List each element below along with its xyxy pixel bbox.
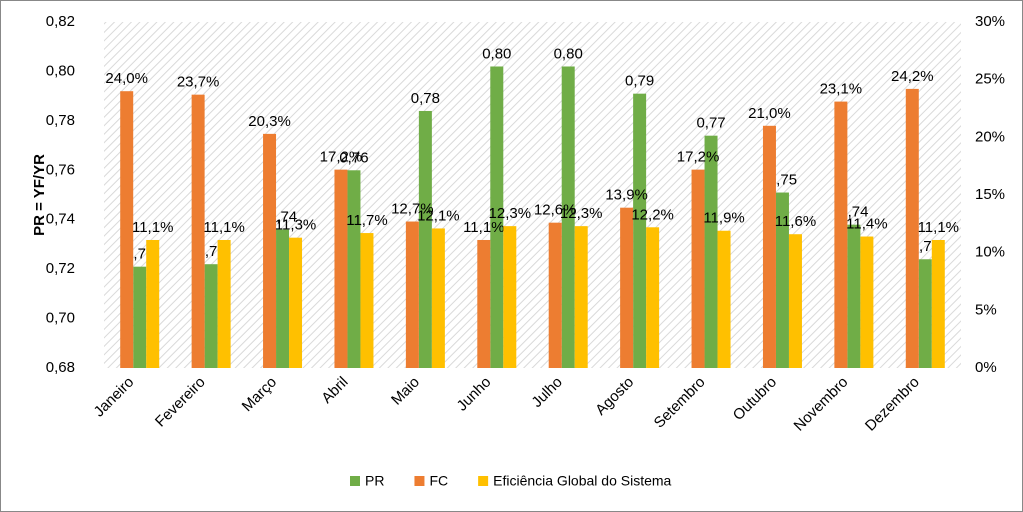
y-tick-label: 0,68 bbox=[46, 359, 75, 376]
data-label: 17,2% bbox=[320, 149, 363, 166]
data-label: 21,0% bbox=[748, 105, 791, 122]
y-tick-label: 0,74 bbox=[46, 211, 75, 228]
bar bbox=[847, 224, 861, 368]
y-tick-label: 0,80 bbox=[46, 62, 75, 79]
bar bbox=[418, 110, 432, 368]
data-label: 12,2% bbox=[631, 206, 674, 223]
bar bbox=[691, 169, 705, 368]
data-label: 11,1% bbox=[463, 219, 504, 236]
y2-tick-label: 25% bbox=[975, 71, 1005, 88]
data-label: 0,80 bbox=[482, 45, 511, 62]
bar bbox=[775, 192, 789, 368]
bar bbox=[633, 93, 647, 369]
data-label: 24,0% bbox=[105, 70, 148, 87]
data-label: 13,9% bbox=[605, 187, 648, 204]
bar bbox=[120, 91, 134, 368]
bar bbox=[548, 222, 562, 368]
y2-tick-label: 5% bbox=[975, 301, 997, 318]
y-tick-label: 0,72 bbox=[46, 260, 75, 277]
data-label: 17,2% bbox=[677, 149, 720, 166]
legend-swatch bbox=[478, 476, 489, 486]
y2-tick-label: 20% bbox=[975, 128, 1005, 145]
bar bbox=[191, 94, 205, 368]
bar bbox=[646, 227, 660, 368]
legend-label: FC bbox=[429, 473, 448, 489]
data-label: 11,1% bbox=[132, 219, 173, 236]
data-label: 12,1% bbox=[417, 207, 460, 224]
bar bbox=[788, 234, 802, 368]
data-label: 11,1% bbox=[203, 219, 244, 236]
data-label: 12,6% bbox=[534, 202, 577, 219]
bar bbox=[717, 230, 731, 368]
data-label: 24,2% bbox=[891, 68, 934, 85]
data-label: 0,78 bbox=[411, 90, 440, 107]
y2-tick-label: 30% bbox=[975, 13, 1005, 30]
bar bbox=[620, 207, 634, 368]
data-label: 11,7% bbox=[346, 212, 387, 229]
data-label: 20,3% bbox=[248, 113, 291, 130]
y2-tick-label: 0% bbox=[975, 359, 997, 376]
data-label: 11,4% bbox=[846, 215, 887, 232]
y-axis-title: PR = YF/YR bbox=[31, 154, 48, 236]
bar bbox=[204, 264, 218, 368]
data-label: 0,79 bbox=[625, 73, 654, 90]
bar bbox=[905, 88, 919, 368]
bar bbox=[334, 169, 348, 368]
bar bbox=[405, 221, 419, 368]
bar bbox=[477, 239, 491, 368]
data-label: 12,3% bbox=[560, 205, 603, 222]
bar bbox=[931, 239, 945, 368]
bar bbox=[133, 266, 147, 368]
legend-label: PR bbox=[365, 473, 384, 489]
data-label: 12,3% bbox=[489, 205, 532, 222]
bar bbox=[217, 239, 231, 368]
data-label: 0,76 bbox=[339, 149, 368, 166]
legend-swatch bbox=[414, 476, 425, 486]
bar bbox=[762, 125, 776, 368]
bar bbox=[490, 66, 504, 368]
data-label: 12,7% bbox=[391, 200, 434, 217]
data-label: 0,77 bbox=[696, 115, 725, 132]
bar bbox=[431, 228, 445, 368]
legend-swatch bbox=[350, 476, 360, 486]
y-tick-label: 0,70 bbox=[46, 310, 75, 327]
bar bbox=[503, 226, 517, 368]
plot-area bbox=[104, 22, 961, 368]
bar bbox=[574, 226, 588, 368]
bar bbox=[561, 66, 575, 368]
data-label: 11,1% bbox=[918, 219, 959, 236]
bar bbox=[347, 170, 361, 368]
y-tick-label: 0,82 bbox=[46, 13, 75, 30]
bar bbox=[834, 101, 848, 368]
data-label: 23,1% bbox=[820, 81, 863, 98]
bar bbox=[146, 239, 160, 368]
y-tick-label: 0,76 bbox=[46, 161, 75, 178]
y2-tick-label: 15% bbox=[975, 186, 1005, 203]
bar bbox=[860, 236, 874, 368]
bar bbox=[276, 229, 290, 368]
bar bbox=[263, 133, 277, 368]
data-label: 11,3% bbox=[275, 217, 316, 234]
data-label: 0,80 bbox=[554, 45, 583, 62]
data-label: 11,6% bbox=[775, 213, 816, 230]
data-label: 23,7% bbox=[177, 74, 220, 91]
bar bbox=[704, 135, 718, 368]
y2-tick-label: 10% bbox=[975, 244, 1005, 261]
bar bbox=[918, 259, 932, 368]
data-label: 11,9% bbox=[703, 210, 744, 227]
legend-label: Eficiência Global do Sistema bbox=[493, 473, 671, 489]
y-tick-label: 0,78 bbox=[46, 112, 75, 129]
bar bbox=[289, 237, 303, 368]
bar bbox=[360, 233, 374, 368]
